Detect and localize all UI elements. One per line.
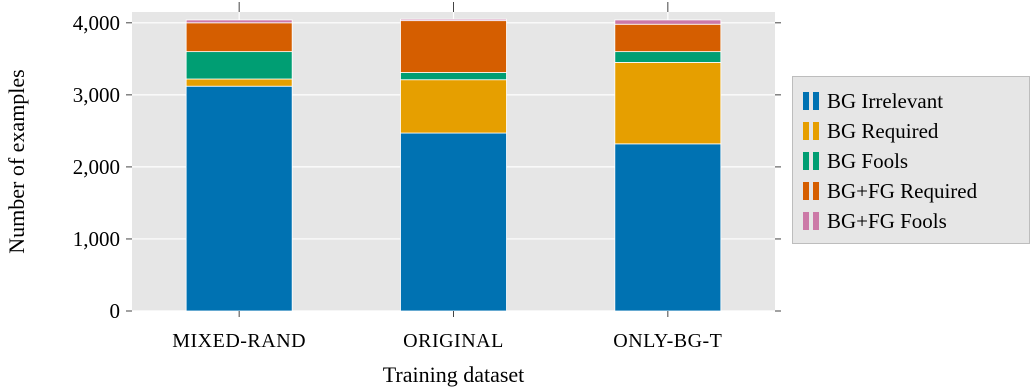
axes (126, 2, 781, 317)
legend-swatch (803, 182, 821, 200)
x-tick-labels: MIXED-RAND ORIGINAL ONLY-BG-T (172, 330, 722, 352)
bar-segment (185, 78, 293, 87)
legend-swatch (803, 122, 821, 140)
bar-segment (400, 20, 507, 73)
bar-segment (614, 19, 722, 25)
bar-segment (400, 18, 507, 22)
legend-swatch (803, 152, 821, 170)
y-tick-label: 4,000 (73, 11, 120, 35)
x-tick-label: ONLY-BG-T (613, 330, 722, 352)
bar-segment (614, 62, 722, 145)
bar-segment (400, 72, 507, 81)
bar-segment (185, 19, 293, 24)
y-tick-label: 2,000 (73, 155, 120, 179)
legend-label: BG+FG Fools (827, 208, 947, 233)
y-tick-label: 0 (110, 299, 121, 323)
legend-item: BG Fools (803, 146, 908, 176)
x-tick-label: ORIGINAL (403, 330, 504, 352)
x-axis-title: Training dataset (383, 362, 525, 387)
legend: BG Irrelevant BG Required BG Fools BG+FG Re… (792, 76, 1030, 244)
legend-label: BG Required (827, 118, 939, 143)
legend-item: BG Required (803, 116, 938, 146)
y-axis-title: Number of examples (4, 69, 29, 254)
legend-swatch (803, 212, 821, 230)
x-tick-label: MIXED-RAND (172, 330, 306, 352)
bar-segment (185, 51, 293, 80)
bar-segment (400, 132, 507, 312)
legend-item: BG+FG Required (803, 176, 977, 206)
legend-swatch (803, 92, 821, 110)
bar-segment (614, 51, 722, 63)
y-tick-labels: 0 1,000 2,000 3,000 4,000 (73, 11, 120, 323)
bar-segment (614, 143, 722, 312)
y-tick-label: 3,000 (73, 83, 120, 107)
legend-label: BG Irrelevant (827, 88, 944, 113)
bar-segment (185, 85, 293, 312)
y-tick-label: 1,000 (73, 227, 120, 251)
bar-segment (614, 23, 722, 53)
bars (185, 18, 722, 312)
bar-segment (400, 79, 507, 134)
legend-item: BG Irrelevant (803, 86, 943, 116)
legend-item: BG+FG Fools (803, 206, 947, 236)
legend-label: BG Fools (827, 148, 909, 173)
bar-segment (185, 22, 293, 53)
legend-label: BG+FG Required (827, 178, 978, 203)
